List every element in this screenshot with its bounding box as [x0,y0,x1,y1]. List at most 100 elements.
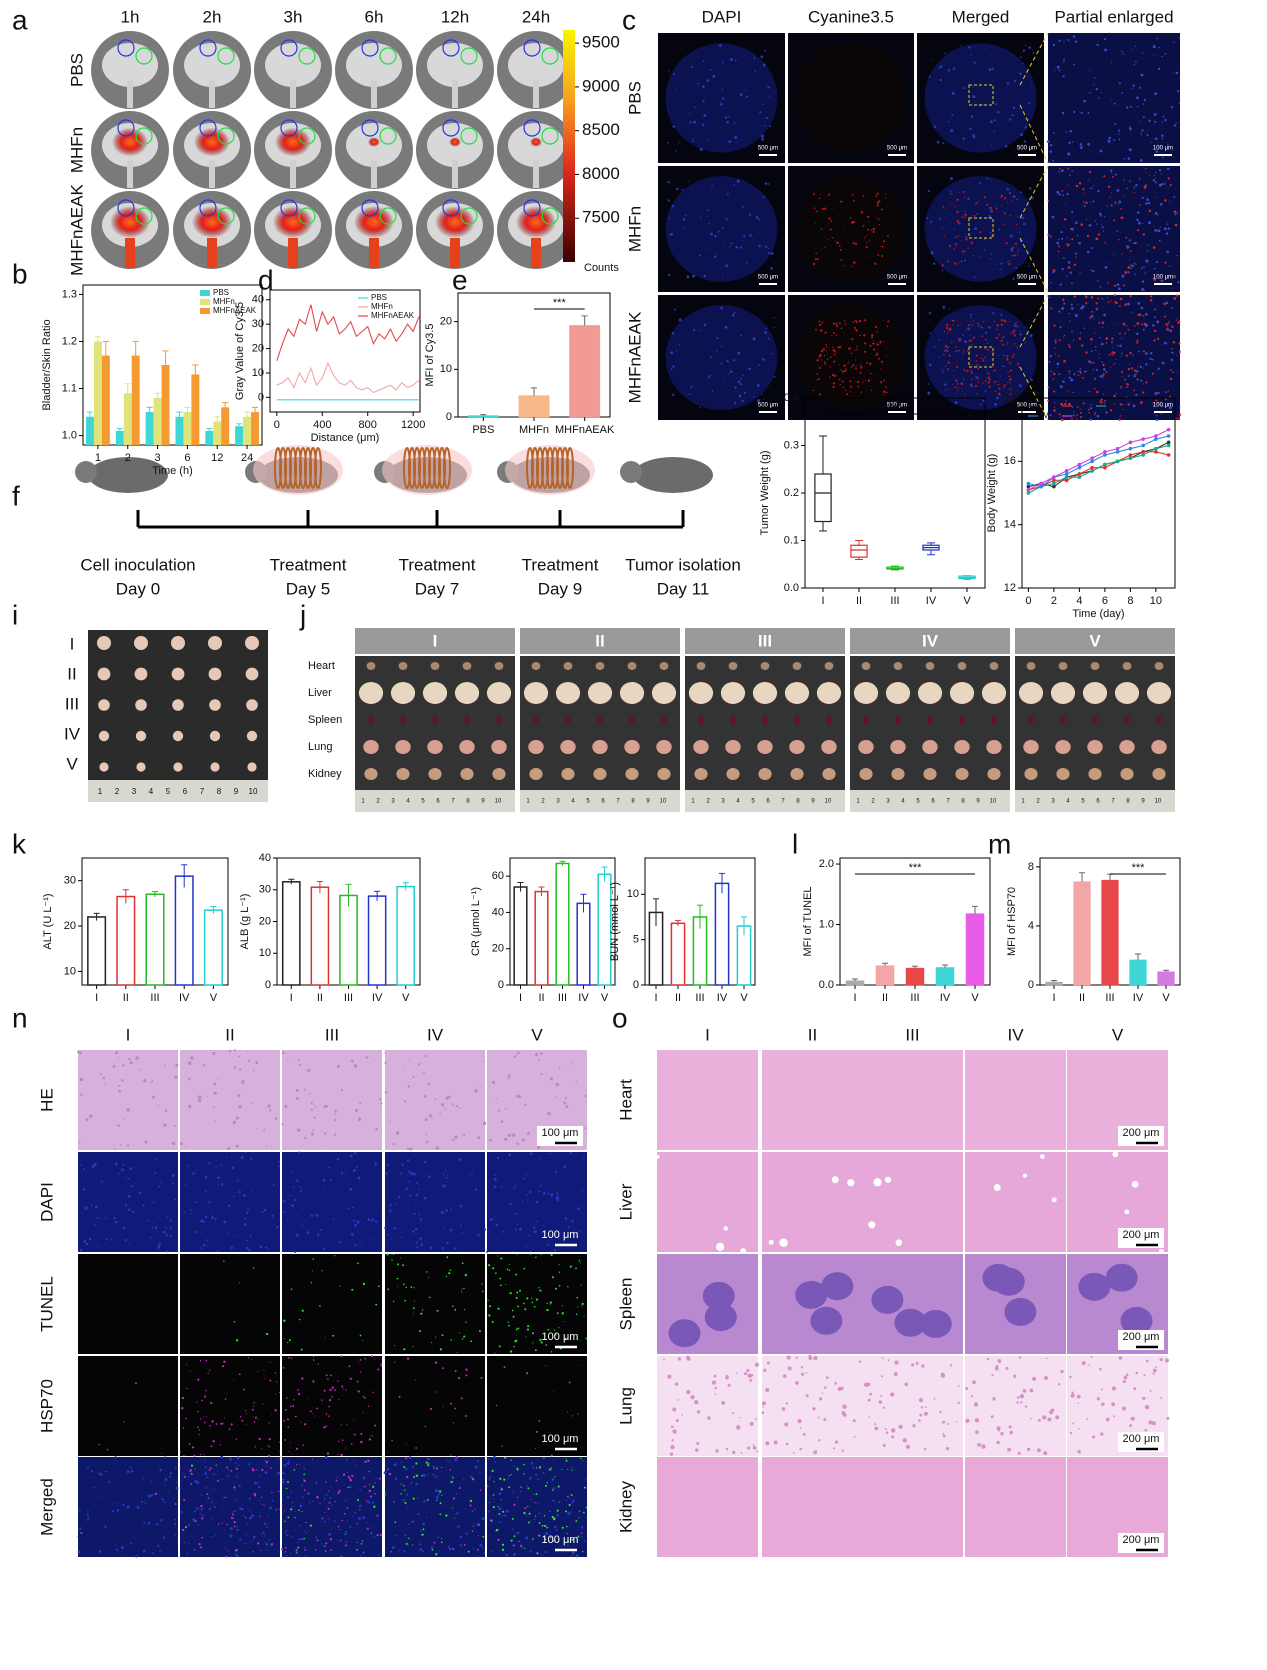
texture-dot [1164,199,1167,202]
texture-dot [1096,414,1100,418]
texture-dot [87,1517,90,1520]
texture-dot [687,393,689,395]
texture-dot [1073,263,1077,266]
texture-dot [237,1093,241,1097]
texture-dot [1080,111,1083,114]
roi [442,119,460,137]
texture [283,1255,380,1351]
texture-dot [1165,232,1169,235]
texture-dot [671,205,674,208]
texture-dot [359,1508,361,1511]
texture-dot [1006,82,1010,85]
follicle [795,1280,828,1309]
texture-dot [179,1467,181,1470]
row-label: PBS [67,53,86,87]
texture-dot [816,359,819,362]
texture-dot [827,194,830,196]
texture-dot [564,1337,567,1340]
texture-dot [667,199,670,202]
texture-dot [655,1154,660,1159]
texture-dot [527,1325,530,1328]
texture-dot [853,199,855,202]
texture-dot [263,1207,265,1209]
texture-dot [297,1546,300,1549]
texture-dot [987,370,989,372]
ruler-number: 2 [706,799,710,805]
texture-dot [367,1459,370,1462]
texture-dot [531,1301,534,1304]
texture-dot [93,1486,95,1489]
texture-dot [515,1228,518,1231]
texture-dot [77,1536,79,1538]
row-label: Merged [37,1478,56,1536]
organ [492,768,506,780]
texture-dot [554,1475,556,1478]
texture-dot [1053,409,1056,412]
texture-dot [127,1208,131,1212]
texture-dot [419,1330,421,1333]
texture-dot [963,340,967,344]
organ [597,715,603,725]
texture-dot [707,215,709,217]
texture-dot [675,1419,679,1423]
texture-dot [266,1523,268,1525]
ruler-number: 4 [571,799,575,805]
texture-dot [494,1461,497,1463]
texture-dot [1123,1375,1128,1380]
y-axis-label: CR (μmol L⁻¹) [470,887,482,956]
texture-dot [214,1217,217,1221]
texture-dot [831,335,833,337]
micrograph [78,1050,178,1150]
texture-dot [1156,320,1159,323]
texture-dot [831,1176,839,1184]
texture-dot [368,1489,371,1493]
texture-dot [1072,34,1075,38]
texture-dot [370,1238,372,1240]
texture-dot [567,1512,571,1516]
texture-dot [1006,342,1009,344]
texture-dot [114,1051,119,1055]
texture-dot [582,1156,585,1159]
texture-dot [1014,242,1018,245]
panel-label: m [988,828,1011,859]
texture-dot [1018,366,1020,368]
texture-dot [580,1284,582,1286]
texture-dot [1111,351,1114,354]
texture-dot [180,1510,183,1514]
texture-dot [1131,264,1134,268]
texture-dot [1173,210,1177,214]
texture-dot [91,1164,95,1168]
texture-dot [951,113,954,116]
texture-dot [711,1380,717,1385]
texture-dot [1122,53,1125,55]
texture-dot [1071,406,1074,408]
texture-dot [79,1527,82,1530]
texture-dot [880,382,883,384]
bar [467,415,499,418]
texture-dot [304,1549,307,1551]
texture-dot [1173,41,1175,44]
texture-dot [1092,369,1095,371]
texture-dot [1097,297,1100,300]
texture-dot [752,1445,757,1450]
row-label: II [67,664,76,683]
texture-dot [1120,355,1122,357]
texture-dot [1006,344,1008,346]
texture-dot [733,184,736,186]
texture-dot [449,1469,452,1471]
texture-dot [514,1340,517,1343]
texture-dot [964,259,967,262]
texture-dot [98,1443,100,1446]
texture-dot [1136,218,1139,222]
texture-dot [200,1399,203,1402]
texture-dot [1095,302,1098,305]
texture-dot [694,1448,699,1452]
texture-dot [829,366,831,368]
texture-dot [555,1095,558,1098]
texture-dot [1121,50,1123,53]
y-axis-label: ALT (U L⁻¹) [42,893,54,949]
texture-dot [978,348,980,350]
texture-dot [1067,243,1070,247]
signal [273,206,313,238]
texture-dot [319,1503,321,1505]
